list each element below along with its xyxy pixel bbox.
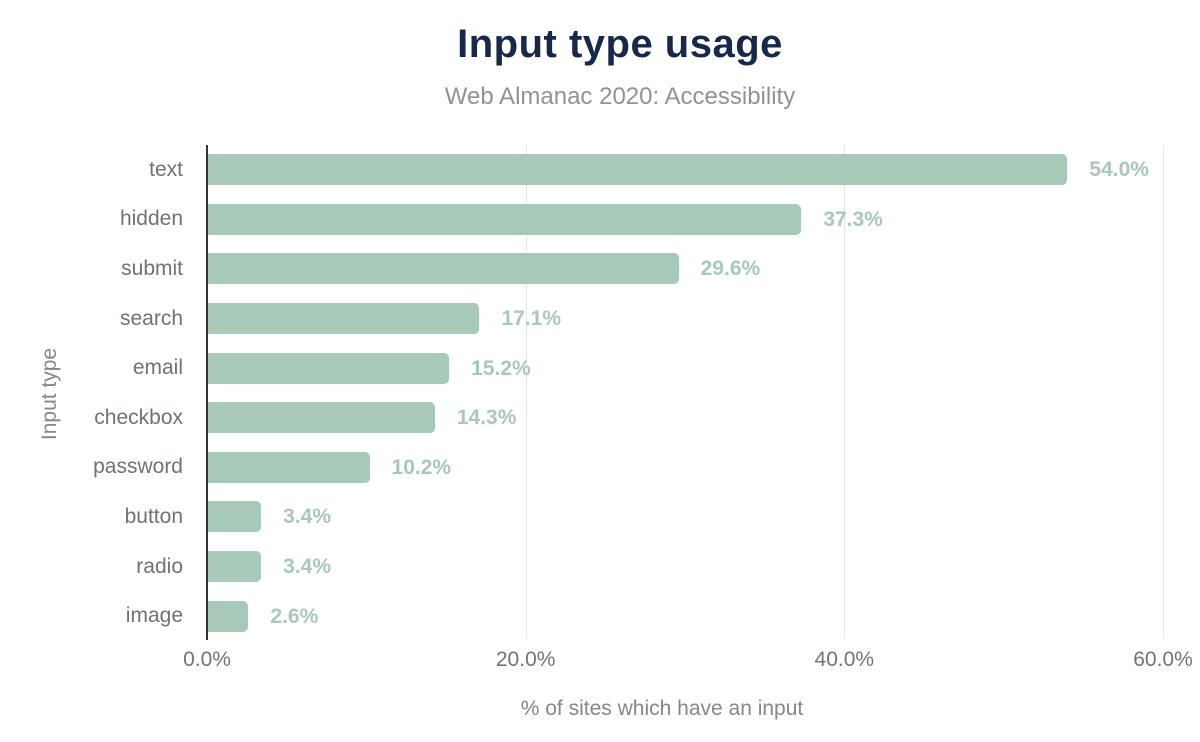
- x-tick-label: 40.0%: [814, 648, 875, 671]
- value-label: 2.6%: [270, 604, 319, 628]
- bar-track: 10.2%: [207, 451, 1200, 483]
- x-tick-label: 60.0%: [1133, 648, 1193, 671]
- value-label: 54.0%: [1089, 158, 1149, 182]
- bar-track: 17.1%: [207, 303, 1200, 335]
- bar: [207, 451, 370, 483]
- gridline: [525, 145, 527, 638]
- x-tick-label: 20.0%: [495, 648, 556, 671]
- bar-rows: text 54.0% hidden 37.3% submit 29.6% search 17.…: [0, 145, 1200, 642]
- bar-track: 54.0%: [207, 154, 1200, 186]
- value-label: 15.2%: [471, 356, 531, 380]
- bar-row: password 10.2%: [0, 443, 1200, 493]
- chart-subtitle: Web Almanac 2020: Accessibility: [444, 83, 796, 110]
- bar-track: 29.6%: [207, 253, 1200, 285]
- bar-row: hidden 37.3%: [0, 195, 1200, 245]
- bar-track: 15.2%: [207, 352, 1200, 384]
- bar: [207, 203, 802, 235]
- bar-row: button 3.4%: [0, 492, 1200, 542]
- chart-title: Input type usage: [457, 22, 783, 66]
- bar-row: submit 29.6%: [0, 244, 1200, 294]
- value-label: 14.3%: [456, 406, 517, 430]
- category-label: checkbox: [94, 405, 183, 429]
- category-label: radio: [136, 554, 183, 578]
- category-label: search: [119, 306, 183, 330]
- category-label: email: [132, 356, 183, 380]
- bar-row: text 54.0%: [0, 145, 1200, 195]
- bar: [207, 600, 249, 632]
- category-label: text: [149, 157, 183, 181]
- x-axis-ticks: 0.0% 20.0% 40.0% 60.0%: [183, 648, 1193, 674]
- bar-row: search 17.1%: [0, 294, 1200, 344]
- x-tick-label: 0.0%: [183, 648, 231, 671]
- value-label: 3.4%: [283, 555, 332, 579]
- bar-track: 37.3%: [207, 203, 1200, 235]
- chart-header: Input type usage Web Almanac 2020: Acces…: [0, 0, 1200, 111]
- value-label: 29.6%: [700, 257, 761, 281]
- category-label: image: [125, 604, 183, 628]
- bar: [207, 303, 480, 335]
- category-label: hidden: [119, 207, 183, 231]
- bar-row: email 15.2%: [0, 343, 1200, 393]
- bar-track: 2.6%: [207, 600, 1200, 632]
- category-label: password: [93, 455, 183, 479]
- bar: [207, 253, 679, 285]
- bar: [207, 402, 435, 434]
- plot-area: text 54.0% hidden 37.3% submit 29.6% search 17.…: [0, 145, 1200, 642]
- bar-track: 3.4%: [207, 501, 1200, 533]
- bar-row: radio 3.4%: [0, 542, 1200, 592]
- value-label: 10.2%: [391, 455, 452, 479]
- value-label: 37.3%: [823, 207, 883, 231]
- value-label: 3.4%: [283, 505, 332, 529]
- bar: [207, 501, 262, 533]
- y-axis-line: [206, 145, 208, 640]
- bar-row: image 2.6%: [0, 591, 1200, 641]
- bar: [207, 352, 450, 384]
- x-axis-label-wrap: % of sites which have an input: [207, 697, 1117, 721]
- gridline: [844, 145, 846, 638]
- bar: [207, 154, 1068, 186]
- bar-track: 14.3%: [207, 402, 1200, 434]
- bar-track: 3.4%: [207, 551, 1200, 583]
- x-axis-label: % of sites which have an input: [520, 697, 804, 720]
- gridline: [1163, 145, 1164, 638]
- category-label: button: [124, 504, 183, 528]
- value-label: 17.1%: [501, 307, 561, 331]
- bar-row: checkbox 14.3%: [0, 393, 1200, 443]
- bar: [207, 551, 262, 583]
- category-label: submit: [121, 256, 183, 280]
- gridlines: [207, 145, 1164, 638]
